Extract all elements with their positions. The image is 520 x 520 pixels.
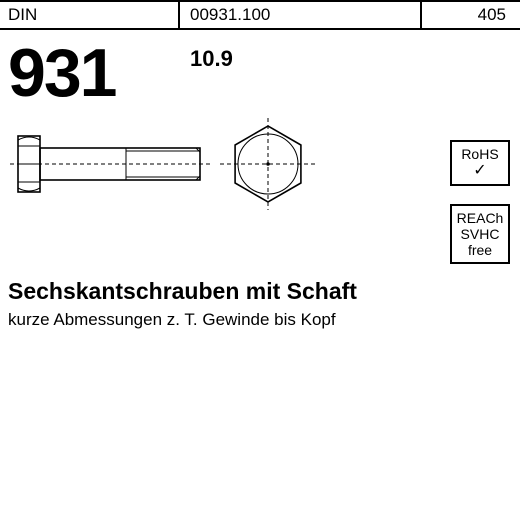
rohs-badge: RoHS ✓ xyxy=(450,140,510,186)
header-code: 00931.100 xyxy=(190,3,270,27)
product-subtitle: kurze Abmessungen z. T. Gewinde bis Kopf xyxy=(8,310,336,330)
strength-grade: 10.9 xyxy=(190,46,233,72)
reach-line3: free xyxy=(456,242,504,258)
technical-drawing xyxy=(8,118,368,248)
product-title: Sechskantschrauben mit Schaft xyxy=(8,278,357,305)
header-separator-2 xyxy=(420,2,422,28)
drawing-svg xyxy=(8,118,368,248)
header-ref: 405 xyxy=(478,3,506,27)
din-number: 931 xyxy=(8,34,115,112)
reach-line1: REACh xyxy=(456,210,504,226)
header-standard: DIN xyxy=(8,3,37,27)
reach-line2: SVHC xyxy=(456,226,504,242)
rohs-label: RoHS xyxy=(456,146,504,162)
header-separator-1 xyxy=(178,2,180,28)
check-icon: ✓ xyxy=(456,162,504,180)
header-rule-top xyxy=(0,0,520,2)
header-row: DIN 00931.100 405 xyxy=(0,0,520,34)
datasheet-page: DIN 00931.100 405 931 10.9 Sechskantschr… xyxy=(0,0,520,520)
reach-badge: REACh SVHC free xyxy=(450,204,510,264)
header-rule-bottom xyxy=(0,28,520,30)
